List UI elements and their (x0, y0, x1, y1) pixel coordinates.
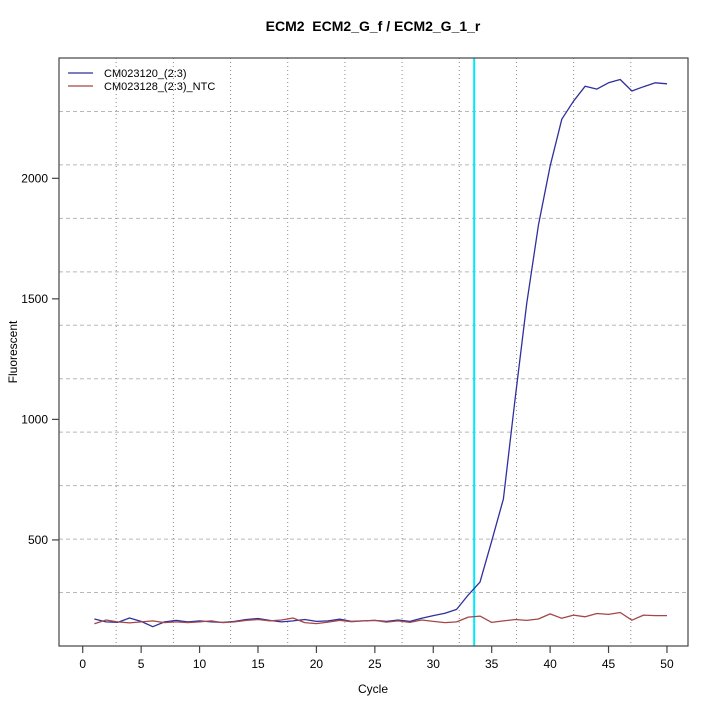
series-line-ntc (94, 611, 667, 625)
chart-title: ECM2 ECM2_G_f / ECM2_G_1_r (266, 18, 481, 34)
series-line-sample (94, 78, 668, 628)
x-tick-label: 10 (193, 657, 207, 671)
series-lines (94, 78, 668, 628)
y-axis-title: Fluorescent (6, 320, 20, 383)
vertical-gridlines (115, 58, 632, 646)
legend-label-ntc: CM023128_(2:3)_NTC (104, 81, 215, 93)
legend: CM023120_(2:3) CM023128_(2:3)_NTC (68, 68, 215, 93)
x-tick-label: 40 (543, 657, 557, 671)
x-tick-label: 45 (602, 657, 616, 671)
y-tick-label: 2000 (21, 171, 48, 185)
x-axis-title: Cycle (358, 682, 388, 696)
y-tick-label: 500 (28, 533, 48, 547)
tick-labels: 0 5 10 15 20 25 30 35 40 45 50 500 1000 1500 2000 (21, 171, 674, 671)
horizontal-gridlines (59, 110, 688, 594)
y-tick-label: 1500 (21, 292, 48, 306)
x-tick-label: 15 (251, 657, 265, 671)
x-tick-label: 35 (485, 657, 499, 671)
x-tick-label: 30 (427, 657, 441, 671)
plot-box (58, 57, 689, 647)
legend-label-sample: CM023120_(2:3) (104, 68, 187, 80)
x-tick-label: 20 (310, 657, 324, 671)
y-tick-label: 1000 (21, 412, 48, 426)
x-tick-label: 5 (138, 657, 145, 671)
x-tick-label: 50 (660, 657, 674, 671)
x-tick-label: 0 (79, 657, 86, 671)
x-tick-label: 25 (368, 657, 382, 671)
axes (52, 57, 689, 653)
